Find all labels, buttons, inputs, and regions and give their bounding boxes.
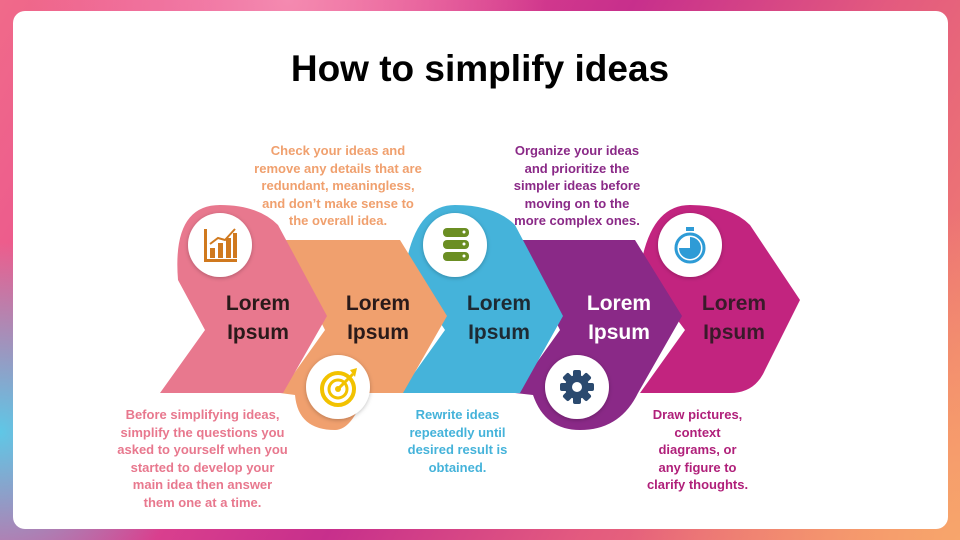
step-3-description: Rewrite ideas repeatedly until desired r… xyxy=(407,407,508,475)
bar-chart-icon xyxy=(204,228,237,262)
step-1-description: Before simplifying ideas, simplify the q… xyxy=(117,407,288,510)
step-2-label-line1: Lorem xyxy=(346,292,410,315)
step-1-label-line1: Lorem xyxy=(226,292,290,315)
step-3-label-line1: Lorem xyxy=(467,292,531,315)
stopwatch-icon xyxy=(674,227,706,264)
step-5-description: Draw pictures, context diagrams, or any … xyxy=(646,407,749,492)
gear-icon xyxy=(560,370,594,404)
step-4-description: Organize your ideas and prioritize the s… xyxy=(513,143,641,228)
database-icon xyxy=(443,228,469,261)
step-2-description: Check your ideas and remove any details … xyxy=(254,143,422,228)
step-4-label-line2: Ipsum xyxy=(588,321,650,344)
page-title: How to simplify ideas xyxy=(290,48,670,89)
step-1-label-line2: Ipsum xyxy=(227,321,289,344)
step-4-label-line1: Lorem xyxy=(587,292,651,315)
step-5-label-line1: Lorem xyxy=(702,292,766,315)
step-3-label-line2: Ipsum xyxy=(468,321,530,344)
target-icon xyxy=(320,368,357,407)
step-2-label-line2: Ipsum xyxy=(347,321,409,344)
step-5-label-line2: Ipsum xyxy=(703,321,765,344)
